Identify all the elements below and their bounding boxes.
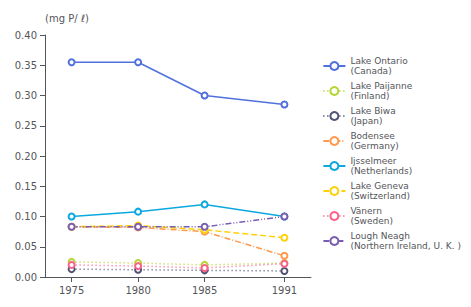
svg-text:1985: 1985 <box>192 285 217 296</box>
svg-text:(Canada): (Canada) <box>350 66 391 76</box>
svg-text:(Sweden): (Sweden) <box>350 216 393 226</box>
svg-text:0.10: 0.10 <box>15 211 37 222</box>
svg-text:0.25: 0.25 <box>15 120 37 131</box>
svg-text:Ijsselmeer: Ijsselmeer <box>350 156 396 166</box>
svg-text:(Finland): (Finland) <box>350 91 389 101</box>
svg-text:0.15: 0.15 <box>15 181 37 192</box>
svg-text:0.05: 0.05 <box>15 241 37 252</box>
svg-text:Vänern: Vänern <box>350 206 381 216</box>
svg-text:0.35: 0.35 <box>15 60 37 71</box>
svg-text:Lake Ontario: Lake Ontario <box>350 56 408 66</box>
svg-text:(Germany): (Germany) <box>350 141 398 151</box>
svg-text:Bodensee: Bodensee <box>350 131 395 141</box>
svg-text:0.00: 0.00 <box>15 272 37 283</box>
svg-text:0.40: 0.40 <box>15 30 37 41</box>
svg-text:(Netherlands): (Netherlands) <box>350 166 412 176</box>
svg-text:0.30: 0.30 <box>15 90 37 101</box>
svg-text:(Northern Ireland, U. K. ): (Northern Ireland, U. K. ) <box>350 241 461 251</box>
svg-text:Lake Geneva: Lake Geneva <box>350 181 408 191</box>
svg-text:1975: 1975 <box>59 285 84 296</box>
svg-text:(Switzerland): (Switzerland) <box>350 191 410 201</box>
svg-text:(Japan): (Japan) <box>350 116 382 126</box>
svg-text:1980: 1980 <box>125 285 150 296</box>
svg-text:(mg P/ ℓ): (mg P/ ℓ) <box>45 13 89 24</box>
svg-text:Lough Neagh: Lough Neagh <box>350 231 410 241</box>
svg-text:1991: 1991 <box>272 285 297 296</box>
svg-text:Lake Paijanne: Lake Paijanne <box>350 81 412 91</box>
svg-text:0.20: 0.20 <box>15 151 37 162</box>
svg-text:Lake Biwa: Lake Biwa <box>350 106 395 116</box>
